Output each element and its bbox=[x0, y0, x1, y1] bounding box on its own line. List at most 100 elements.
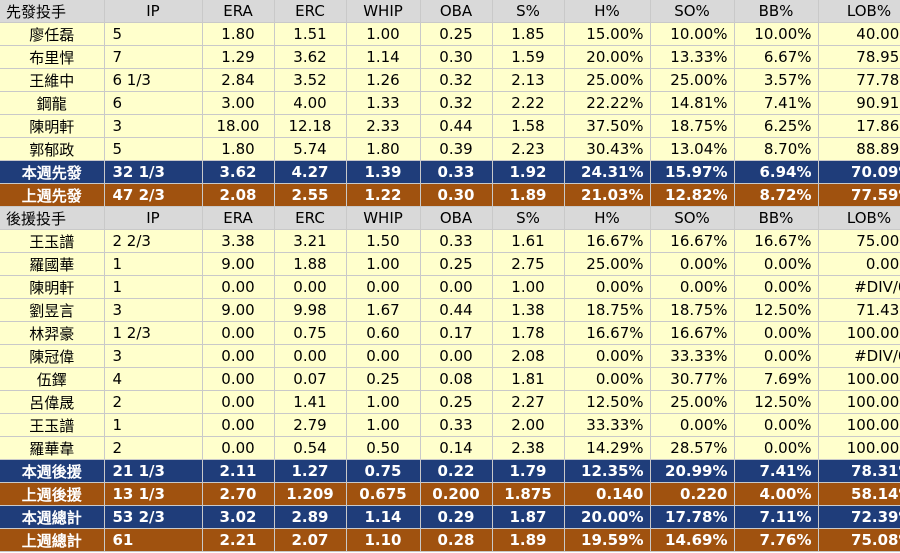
cell-h-pct: 15.00% bbox=[564, 22, 651, 46]
cell-era: 18.00 bbox=[202, 114, 275, 138]
cell-lob-pct: 71.43% bbox=[818, 298, 900, 322]
cell-s-pct: 2.23 bbox=[492, 137, 565, 161]
cell-pitcher: 陳明軒 bbox=[0, 114, 105, 138]
cell-oba: 0.25 bbox=[420, 390, 493, 414]
cell-erc: 0.00 bbox=[274, 275, 347, 299]
cell-lob-pct: 72.39% bbox=[818, 505, 900, 529]
cell-era: 9.00 bbox=[202, 252, 275, 276]
cell-so-pct: 18.75% bbox=[650, 298, 735, 322]
cell-bb-pct: 7.41% bbox=[734, 459, 819, 483]
cell-erc: 3.52 bbox=[274, 68, 347, 92]
cell-ip: 5 bbox=[104, 22, 203, 46]
header-s-pct: S% bbox=[492, 0, 565, 23]
cell-lob-pct: #DIV/0! bbox=[818, 344, 900, 368]
cell-erc: 4.00 bbox=[274, 91, 347, 115]
cell-ip: 32 1/3 bbox=[104, 160, 203, 184]
cell-whip: 1.39 bbox=[346, 160, 421, 184]
cell-erc: 2.07 bbox=[274, 528, 347, 552]
cell-h-pct: 12.35% bbox=[564, 459, 651, 483]
cell-s-pct: 1.78 bbox=[492, 321, 565, 345]
cell-lob-pct: 75.00% bbox=[818, 229, 900, 253]
cell-so-pct: 18.75% bbox=[650, 114, 735, 138]
cell-era: 2.70 bbox=[202, 482, 275, 506]
cell-erc: 3.62 bbox=[274, 45, 347, 69]
cell-pitcher: 上週先發 bbox=[0, 183, 105, 207]
cell-bb-pct: 8.70% bbox=[734, 137, 819, 161]
starter-row: 王維中 6 1/3 2.84 3.52 1.26 0.32 2.13 25.00% 25.00%… bbox=[0, 68, 900, 92]
cell-pitcher: 王玉譜 bbox=[0, 413, 105, 437]
cell-lob-pct: 0.00% bbox=[818, 252, 900, 276]
cell-ip: 6 1/3 bbox=[104, 68, 203, 92]
header-erc: ERC bbox=[274, 0, 347, 23]
header-pitcher: 先發投手 bbox=[0, 0, 105, 23]
header-so-pct: SO% bbox=[650, 0, 735, 23]
reliever-row: 王玉譜 2 2/3 3.38 3.21 1.50 0.33 1.61 16.67% 16.67%… bbox=[0, 229, 900, 253]
cell-whip: 0.75 bbox=[346, 459, 421, 483]
relievers-this-week-row: 本週後援 21 1/3 2.11 1.27 0.75 0.22 1.79 12.35% 20.9… bbox=[0, 459, 900, 483]
cell-so-pct: 0.00% bbox=[650, 275, 735, 299]
cell-ip: 61 bbox=[104, 528, 203, 552]
cell-h-pct: 18.75% bbox=[564, 298, 651, 322]
cell-s-pct: 1.61 bbox=[492, 229, 565, 253]
cell-bb-pct: 0.00% bbox=[734, 436, 819, 460]
cell-whip: 1.80 bbox=[346, 137, 421, 161]
cell-h-pct: 16.67% bbox=[564, 321, 651, 345]
cell-pitcher: 呂偉晟 bbox=[0, 390, 105, 414]
cell-era: 1.29 bbox=[202, 45, 275, 69]
cell-bb-pct: 8.72% bbox=[734, 183, 819, 207]
cell-h-pct: 21.03% bbox=[564, 183, 651, 207]
cell-pitcher: 陳明軒 bbox=[0, 275, 105, 299]
cell-ip: 47 2/3 bbox=[104, 183, 203, 207]
cell-bb-pct: 6.67% bbox=[734, 45, 819, 69]
header-oba: OBA bbox=[420, 0, 493, 23]
cell-era: 0.00 bbox=[202, 436, 275, 460]
cell-whip: 1.10 bbox=[346, 528, 421, 552]
cell-bb-pct: 0.00% bbox=[734, 275, 819, 299]
cell-pitcher: 劉昱言 bbox=[0, 298, 105, 322]
starters-this-week-row: 本週先發 32 1/3 3.62 4.27 1.39 0.33 1.92 24.31% 15.9… bbox=[0, 160, 900, 184]
cell-whip: 0.60 bbox=[346, 321, 421, 345]
reliever-row: 呂偉晟 2 0.00 1.41 1.00 0.25 2.27 12.50% 25.00% 12.5… bbox=[0, 390, 900, 414]
cell-lob-pct: 75.08% bbox=[818, 528, 900, 552]
cell-era: 0.00 bbox=[202, 321, 275, 345]
cell-lob-pct: 100.00% bbox=[818, 390, 900, 414]
cell-era: 2.84 bbox=[202, 68, 275, 92]
cell-erc: 1.27 bbox=[274, 459, 347, 483]
cell-pitcher: 林羿豪 bbox=[0, 321, 105, 345]
cell-pitcher: 王維中 bbox=[0, 68, 105, 92]
cell-whip: 1.00 bbox=[346, 413, 421, 437]
cell-whip: 0.50 bbox=[346, 436, 421, 460]
cell-era: 0.00 bbox=[202, 413, 275, 437]
cell-ip: 5 bbox=[104, 137, 203, 161]
cell-h-pct: 19.59% bbox=[564, 528, 651, 552]
cell-so-pct: 12.82% bbox=[650, 183, 735, 207]
cell-era: 0.00 bbox=[202, 390, 275, 414]
cell-ip: 4 bbox=[104, 367, 203, 391]
cell-oba: 0.39 bbox=[420, 137, 493, 161]
cell-bb-pct: 12.50% bbox=[734, 390, 819, 414]
cell-oba: 0.00 bbox=[420, 344, 493, 368]
cell-ip: 3 bbox=[104, 298, 203, 322]
cell-s-pct: 2.75 bbox=[492, 252, 565, 276]
cell-pitcher: 本週後援 bbox=[0, 459, 105, 483]
cell-h-pct: 0.140 bbox=[564, 482, 651, 506]
cell-s-pct: 2.27 bbox=[492, 390, 565, 414]
cell-s-pct: 2.08 bbox=[492, 344, 565, 368]
header-so-pct: SO% bbox=[650, 206, 735, 230]
cell-ip: 3 bbox=[104, 344, 203, 368]
cell-ip: 2 bbox=[104, 390, 203, 414]
cell-whip: 1.33 bbox=[346, 91, 421, 115]
cell-lob-pct: 17.86% bbox=[818, 114, 900, 138]
cell-pitcher: 鋼龍 bbox=[0, 91, 105, 115]
starter-row: 鋼龍 6 3.00 4.00 1.33 0.32 2.22 22.22% 14.81% 7.41%… bbox=[0, 91, 900, 115]
cell-so-pct: 16.67% bbox=[650, 229, 735, 253]
header-era: ERA bbox=[202, 0, 275, 23]
cell-oba: 0.32 bbox=[420, 68, 493, 92]
cell-pitcher: 羅國華 bbox=[0, 252, 105, 276]
cell-oba: 0.44 bbox=[420, 298, 493, 322]
cell-pitcher: 布里悍 bbox=[0, 45, 105, 69]
cell-so-pct: 10.00% bbox=[650, 22, 735, 46]
cell-h-pct: 20.00% bbox=[564, 505, 651, 529]
cell-h-pct: 0.00% bbox=[564, 367, 651, 391]
cell-whip: 1.50 bbox=[346, 229, 421, 253]
